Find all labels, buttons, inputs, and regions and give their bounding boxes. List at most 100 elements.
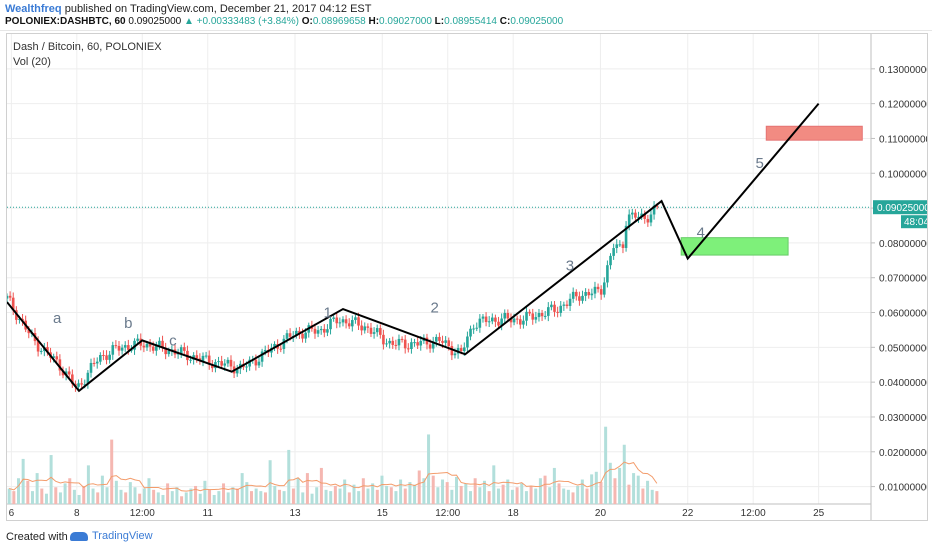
candle-body (612, 248, 615, 256)
volume-bar (375, 489, 379, 504)
wave-label-5: 5 (756, 155, 764, 172)
volume-bar (515, 487, 519, 504)
candle-body (347, 323, 351, 327)
candle-body (92, 362, 96, 364)
volume-bar (180, 496, 184, 504)
time-tick-label: 13 (289, 508, 301, 519)
volume-ma-line (9, 461, 658, 492)
time-tick-label: 12:00 (130, 508, 155, 519)
close-label: C: (499, 16, 511, 27)
candle-body (543, 315, 547, 317)
candle-body (329, 318, 332, 330)
volume-bar (557, 483, 561, 504)
candle-body (46, 347, 49, 353)
candle-body (444, 340, 447, 343)
volume-bar (54, 487, 58, 504)
price-tick-label: 0.07000000 (879, 274, 927, 285)
volume-bar (259, 491, 263, 504)
high-label: H: (368, 16, 380, 27)
volume-bar (296, 478, 300, 504)
wave-label-4: 4 (697, 225, 705, 242)
volume-bar (492, 465, 496, 504)
chart-frame[interactable]: Dash / Bitcoin, 60, POLONIEX Vol (20) a b c 1… (6, 33, 928, 521)
candle-body (400, 338, 404, 340)
candle-body (618, 244, 622, 246)
candle-body (494, 317, 497, 322)
volume-bar (627, 484, 631, 504)
volume-bar (473, 478, 477, 504)
candle-body (578, 296, 581, 301)
volume-bar (343, 479, 347, 504)
volume-bar (357, 491, 361, 504)
candle-body (183, 347, 186, 351)
volume-bar (389, 487, 393, 504)
candle-body (298, 330, 301, 334)
candle-body (64, 371, 68, 376)
volume-bar (91, 488, 95, 504)
volume-bar (641, 488, 645, 504)
author-link[interactable]: Wealthfreq (5, 3, 62, 15)
volume-bar (655, 491, 659, 504)
candle-body (385, 343, 388, 345)
volume-bar (608, 462, 612, 504)
volume-bar (138, 493, 142, 504)
time-tick-label: 6 (9, 508, 15, 519)
volume-bar (576, 485, 580, 504)
volume-bar (105, 487, 109, 504)
candle-body (295, 330, 298, 337)
price-chart[interactable]: Dash / Bitcoin, 60, POLONIEX Vol (20) a b c 1… (7, 34, 927, 520)
candle-body (142, 345, 146, 348)
volume-bar (534, 488, 538, 504)
volume-bar (441, 479, 445, 504)
volume-bar (72, 489, 76, 504)
volume-bar (399, 479, 403, 504)
volume-bar (12, 491, 16, 504)
price-tick-label: 0.05000000 (879, 343, 927, 354)
volume-bar (380, 475, 384, 504)
price-tick-label: 0.11000000 (879, 134, 927, 145)
low-value: 0.08955414 (444, 16, 497, 27)
candle-body (155, 345, 158, 351)
candle-body (484, 316, 488, 323)
volume-bar (366, 488, 370, 504)
candle-body (459, 348, 463, 352)
candle-body (220, 361, 223, 366)
candle-body (263, 349, 267, 352)
candle-body (466, 336, 469, 348)
candle-body (503, 313, 507, 319)
volume-bar (319, 467, 323, 504)
candle-body (599, 289, 603, 295)
tradingview-link[interactable]: TradingView (70, 530, 153, 542)
volume-bar (249, 491, 253, 504)
symbol-label: POLONIEX:DASHBTC, 60 (5, 16, 126, 27)
volume-bar (445, 482, 449, 504)
candle-body (540, 313, 544, 317)
volume-bar (282, 491, 286, 504)
price-tick-label: 0.02000000 (879, 448, 927, 459)
price-tick-label: 0.03000000 (879, 413, 927, 424)
candle-body (447, 340, 451, 347)
volume-bar (175, 487, 179, 504)
candle-body (344, 319, 348, 324)
candle-body (36, 341, 40, 352)
candle-body (615, 244, 619, 249)
candle-body (621, 244, 625, 248)
volume-bar (455, 476, 459, 504)
candle-body (363, 326, 367, 331)
wave-label-a: a (53, 310, 62, 327)
candle-body (39, 350, 43, 352)
time-tick-label: 12:00 (741, 508, 766, 519)
volume-bar (585, 488, 589, 504)
volume-bar (217, 491, 221, 504)
candle-body (528, 311, 531, 314)
candle-body (179, 347, 183, 354)
candle-body (351, 320, 354, 327)
candle-body (235, 368, 239, 374)
candle-body (481, 316, 485, 319)
volume-bar (133, 487, 137, 504)
volume-bar (632, 473, 636, 504)
candle-body (273, 344, 276, 348)
candle-body (550, 304, 553, 308)
volume-bar (301, 492, 305, 504)
candle-body (217, 361, 220, 363)
